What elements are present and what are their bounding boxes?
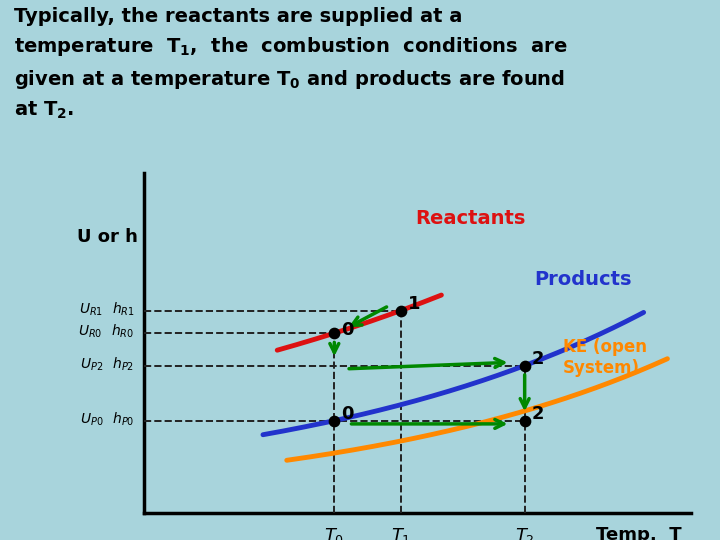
Text: $U_{R1}$  $h_{R1}$: $U_{R1}$ $h_{R1}$ [78, 300, 135, 318]
Point [519, 416, 531, 425]
Text: 0: 0 [341, 321, 354, 339]
Text: $U_{P0}$  $h_{P0}$: $U_{P0}$ $h_{P0}$ [80, 410, 135, 428]
Point [395, 306, 407, 315]
Text: $T_1$: $T_1$ [391, 526, 411, 540]
Text: KE (open
System): KE (open System) [563, 338, 647, 377]
Text: Temp.  T: Temp. T [596, 526, 682, 540]
Text: U or h: U or h [77, 228, 138, 246]
Text: 2: 2 [532, 405, 544, 423]
Text: 0: 0 [341, 405, 354, 423]
Point [519, 361, 531, 370]
Text: $U_{R0}$  $h_{R0}$: $U_{R0}$ $h_{R0}$ [78, 323, 135, 340]
Text: 2: 2 [532, 350, 544, 368]
Text: $T_0$: $T_0$ [324, 526, 344, 540]
Text: Products: Products [534, 270, 631, 289]
Text: Typically, the reactants are supplied at a
temperature  $\mathbf{T_1}$,  the  co: Typically, the reactants are supplied at… [14, 7, 568, 121]
Text: $T_2$: $T_2$ [515, 526, 534, 540]
Text: 1: 1 [408, 295, 420, 313]
Point [328, 416, 340, 425]
Text: Reactants: Reactants [415, 208, 526, 228]
Point [328, 329, 340, 338]
Text: $U_{P2}$  $h_{P2}$: $U_{P2}$ $h_{P2}$ [81, 355, 135, 373]
